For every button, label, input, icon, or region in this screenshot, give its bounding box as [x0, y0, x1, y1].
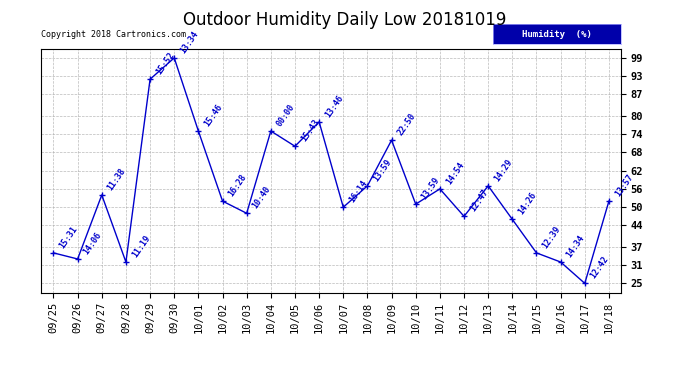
Text: 10:40: 10:40 — [251, 185, 273, 210]
Text: 15:43: 15:43 — [299, 118, 321, 144]
Text: Copyright 2018 Cartronics.com: Copyright 2018 Cartronics.com — [41, 30, 186, 39]
Text: 15:52: 15:52 — [155, 51, 176, 76]
Text: Outdoor Humidity Daily Low 20181019: Outdoor Humidity Daily Low 20181019 — [184, 11, 506, 29]
Text: 15:31: 15:31 — [58, 225, 79, 250]
Text: 11:19: 11:19 — [130, 234, 152, 259]
Text: 13:57: 13:57 — [613, 172, 635, 198]
Text: 13:46: 13:46 — [324, 93, 345, 119]
Text: 15:46: 15:46 — [203, 103, 224, 128]
Text: 13:34: 13:34 — [179, 30, 200, 55]
Text: 22:50: 22:50 — [396, 112, 417, 137]
Text: 12:47: 12:47 — [469, 188, 490, 213]
Text: 12:42: 12:42 — [589, 255, 611, 280]
Text: 14:34: 14:34 — [565, 234, 586, 259]
Text: 11:38: 11:38 — [106, 166, 128, 192]
Text: 14:29: 14:29 — [493, 158, 514, 183]
Text: 14:26: 14:26 — [517, 191, 538, 217]
Text: 14:54: 14:54 — [444, 160, 466, 186]
Text: 16:14: 16:14 — [348, 179, 369, 204]
Text: 13:59: 13:59 — [420, 176, 442, 201]
Text: 00:00: 00:00 — [275, 103, 297, 128]
Text: 16:28: 16:28 — [227, 172, 248, 198]
Text: 12:39: 12:39 — [541, 225, 562, 250]
Text: 14:06: 14:06 — [82, 231, 104, 256]
Text: 13:59: 13:59 — [372, 158, 393, 183]
